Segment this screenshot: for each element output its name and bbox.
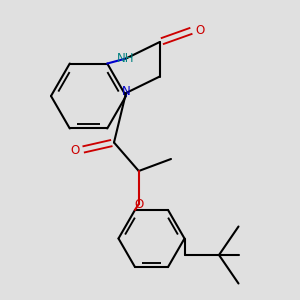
Text: O: O [134, 197, 143, 211]
Text: O: O [70, 143, 80, 157]
Text: O: O [195, 23, 204, 37]
Text: N: N [122, 85, 130, 98]
Text: NH: NH [117, 52, 135, 65]
